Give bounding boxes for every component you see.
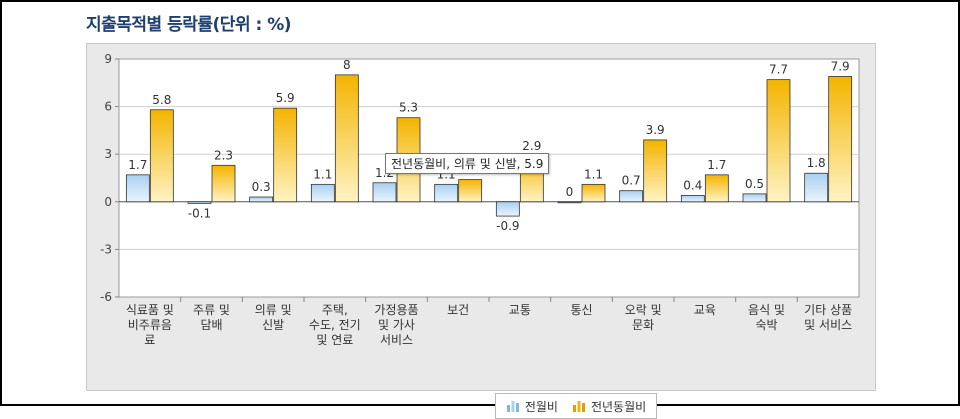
data-label: 2.3 [214, 148, 233, 162]
bar-series1[interactable] [495, 201, 520, 217]
chart-frame [0, 0, 960, 406]
bar-series2[interactable] [766, 79, 791, 203]
x-tick-label: 교통 [509, 303, 531, 317]
plot-area [118, 58, 860, 298]
bar-series2[interactable] [828, 76, 853, 203]
x-tick-label: 의류 및 신발 [255, 303, 292, 332]
bar-series1[interactable] [187, 201, 212, 204]
tooltip: 전년동월비, 의류 및 신발, 5.9 [385, 153, 550, 174]
bar-series1[interactable] [680, 195, 705, 203]
data-label: 0.5 [745, 177, 764, 191]
data-label: 1.1 [313, 167, 332, 181]
bar-series1[interactable] [742, 193, 767, 203]
x-tick-label: 통신 [570, 303, 592, 317]
data-label: 0.7 [622, 174, 641, 188]
y-tick-label: -3 [100, 242, 112, 256]
bar-chart: 1.75.8-0.12.30.35.91.181.25.31.11.4-0.92… [100, 52, 860, 347]
bar-series1[interactable] [310, 183, 335, 203]
data-label: 8 [343, 58, 351, 72]
bar-series1[interactable] [249, 196, 274, 203]
y-tick-label: 3 [104, 147, 112, 161]
legend-label-series1: 전월비 [524, 399, 558, 414]
gridlines [119, 106, 859, 250]
chart-title: 지출목적별 등락률(단위 : %) [86, 15, 292, 35]
bar-series2[interactable] [149, 109, 174, 203]
y-tick-label: -6 [100, 290, 112, 304]
bar-series2[interactable] [211, 164, 236, 203]
bar-series1[interactable] [557, 201, 582, 204]
bar-chart-blue-icon [506, 401, 519, 412]
x-tick-label: 가정용품 및 가사 서비스 [374, 303, 418, 347]
data-label: 0 [566, 185, 574, 199]
data-label: 1.1 [584, 167, 603, 181]
data-label: 7.9 [831, 59, 850, 73]
bar-series1[interactable] [125, 174, 150, 203]
data-label: 3.9 [646, 123, 665, 137]
bar-series2[interactable] [704, 174, 729, 203]
data-label: 2.9 [522, 139, 541, 153]
x-tick-label: 식료품 및 비주류음 료 [126, 303, 174, 347]
bar-series2[interactable] [458, 179, 483, 203]
data-label: 5.8 [152, 93, 171, 107]
bar-series2[interactable] [581, 183, 606, 203]
y-tick-label: 0 [104, 195, 112, 209]
data-label: 1.7 [128, 158, 147, 172]
legend-label-series2: 전년동월비 [590, 399, 647, 414]
y-tick-label: 9 [104, 52, 112, 66]
y-tick-label: 6 [104, 100, 112, 114]
data-label: 0.4 [683, 178, 702, 192]
bar-series1[interactable] [434, 183, 459, 203]
data-label: 7.7 [769, 63, 788, 77]
x-tick-label: 음식 및 숙박 [748, 303, 785, 332]
bar-series2[interactable] [643, 139, 668, 203]
data-label: 0.3 [252, 180, 271, 194]
y-axis: -6 -3 0 3 6 9 [100, 52, 119, 304]
data-label: 1.8 [807, 156, 826, 170]
data-label: -0.9 [496, 219, 519, 233]
bar-series1[interactable] [619, 190, 644, 203]
bar-series2[interactable] [334, 74, 359, 203]
chart-panel: 1.75.8-0.12.30.35.91.181.25.31.11.4-0.92… [86, 43, 876, 419]
x-tick-label: 보건 [447, 303, 469, 317]
x-tick-label: 주류 및 담배 [193, 303, 230, 332]
legend-item-series2[interactable]: 전년동월비 [572, 398, 646, 415]
data-label: 1.7 [707, 158, 726, 172]
bar-series1[interactable] [372, 182, 397, 203]
bar-series2[interactable] [273, 107, 298, 203]
legend: 전월비 전년동월비 [495, 393, 657, 419]
x-tick-label: 오락 및 문화 [625, 303, 662, 332]
data-label: -0.1 [188, 206, 211, 220]
x-axis: 식료품 및 비주류음 료 주류 및 담배 의류 및 신발 주택, 수도, 전기 및 연료 가정용품 및… [126, 297, 852, 347]
data-label: 5.9 [276, 91, 295, 105]
bar-chart-yellow-icon [572, 401, 585, 412]
x-tick-label: 교육 [694, 303, 716, 317]
x-tick-label: 주택, 수도, 전기 및 연료 [309, 303, 361, 347]
x-tick-label: 기타 상품 및 서비스 [804, 303, 852, 332]
data-label: 5.3 [399, 101, 418, 115]
legend-item-series1[interactable]: 전월비 [506, 398, 558, 415]
bar-series1[interactable] [804, 172, 829, 203]
